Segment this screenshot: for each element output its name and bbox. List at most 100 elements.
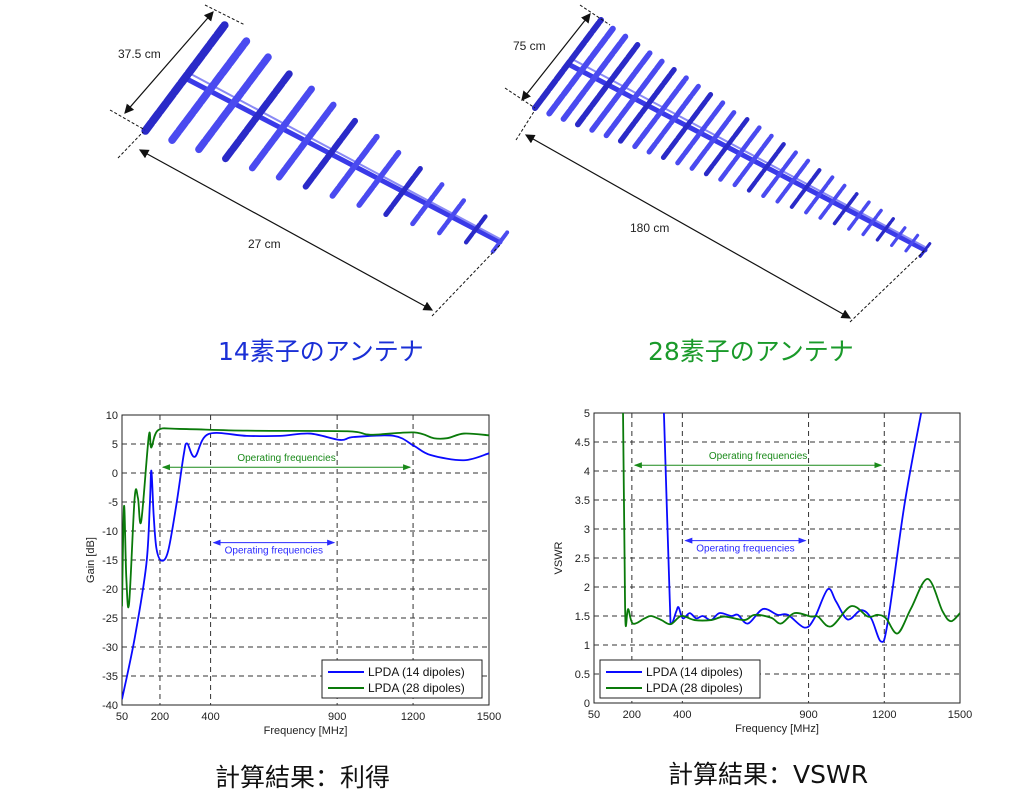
x-tick-label: 1200 (872, 709, 896, 721)
legend: LPDA (14 dipoles) LPDA (28 dipoles) (599, 659, 761, 699)
x-tick-label: 900 (328, 711, 346, 723)
dipole-element (560, 33, 629, 122)
y-tick-label: -30 (102, 642, 118, 654)
y-tick-label: -25 (102, 613, 118, 625)
y-tick-label: 2 (584, 582, 590, 594)
operating-frequencies-label: Operating frequencies (225, 546, 323, 557)
operating-frequencies-label: Operating frequencies (237, 453, 335, 464)
dimension-length-left: 27 cm (117, 131, 501, 317)
caption-gain-result: 計算結果：利得 (215, 763, 391, 792)
length-label-right: 180 cm (630, 221, 669, 235)
y-tick-label: 0 (112, 468, 118, 480)
x-tick-label: 900 (799, 709, 817, 721)
series-group (122, 427, 489, 700)
vswr-chart: 50 200 400 900 1200 1500 0 0.5 1 1.5 2 2.5 3 3.5 4 4.5 5… (553, 408, 972, 735)
series-line-14-dipoles (122, 432, 489, 700)
gain-chart: 50 200 400 900 1200 1500 -40 -35 -30 -25 -20 -15 -10… (85, 410, 501, 737)
dipole-element (761, 150, 798, 199)
dipole-element (603, 58, 665, 139)
dipole-element (746, 142, 786, 193)
dimension-width-right: 75 cm (504, 4, 611, 109)
caption-14-elements: 14素子のアンテナ (218, 337, 424, 366)
x-tick-label: 400 (673, 709, 691, 721)
dipole-element (532, 17, 604, 111)
x-tick-label: 200 (623, 709, 641, 721)
dipole-element (875, 217, 895, 242)
dipole-element (703, 117, 750, 177)
y-tick-label: -5 (108, 497, 118, 509)
y-tick-label: -10 (102, 526, 118, 538)
y-axis-label: Gain [dB] (85, 537, 97, 583)
dipole-element (410, 182, 445, 227)
y-tick-label: 2.5 (575, 553, 590, 565)
x-tick-label: 1500 (948, 709, 972, 721)
antenna-28-elements (532, 17, 932, 258)
series-line-28-dipoles (622, 413, 960, 635)
x-axis-label: Frequency [MHz] (735, 723, 819, 735)
x-tick-label: 1200 (401, 711, 425, 723)
y-tick-label: 1 (584, 640, 590, 652)
x-tick-label: 200 (151, 711, 169, 723)
dimension-width-left: 37.5 cm (109, 4, 246, 131)
y-tick-label: 1.5 (575, 611, 590, 623)
dipole-element (861, 208, 883, 237)
y-tick-label: 5 (584, 408, 590, 420)
y-tick-label: 4.5 (575, 437, 590, 449)
dipole-element (904, 233, 920, 253)
length-label-left: 27 cm (248, 237, 281, 251)
y-tick-label: -35 (102, 671, 118, 683)
dipole-element (574, 42, 641, 128)
dipole-element (689, 108, 738, 171)
y-axis-label: VSWR (553, 541, 565, 574)
legend-box (321, 659, 483, 699)
y-tick-label: 3 (584, 524, 590, 536)
dipole-element (617, 67, 677, 144)
y-tick-label: 10 (106, 410, 118, 422)
dipole-element (195, 53, 272, 154)
series-line-28-dipoles (122, 427, 489, 609)
dipole-element (248, 85, 315, 172)
legend-entry: LPDA (28 dipoles) (646, 681, 743, 695)
dipole-element (275, 101, 337, 181)
y-tick-label: -40 (102, 700, 118, 712)
x-tick-label: 400 (201, 711, 219, 723)
dipole-element (890, 225, 908, 248)
dipole-element (463, 214, 488, 245)
dimension-length-right: 180 cm (515, 109, 926, 323)
x-tick-label: 1500 (477, 711, 501, 723)
y-tick-label: -20 (102, 584, 118, 596)
dipole-element (546, 25, 617, 117)
operating-frequencies-label: Operating frequencies (696, 544, 794, 555)
legend: LPDA (14 dipoles) LPDA (28 dipoles) (321, 659, 483, 699)
x-tick-label: 50 (588, 709, 600, 721)
dipole-element (718, 125, 762, 182)
y-tick-label: 4 (584, 466, 590, 478)
legend-entry: LPDA (14 dipoles) (368, 665, 465, 679)
dipole-element (168, 37, 251, 144)
x-tick-label: 50 (116, 711, 128, 723)
caption-vswr-result: 計算結果：VSWR (668, 760, 869, 789)
dipole-element (918, 242, 932, 258)
dipole-element (141, 21, 229, 135)
width-label-left: 37.5 cm (118, 47, 161, 61)
legend-entry: LPDA (14 dipoles) (646, 665, 743, 679)
y-tick-label: -15 (102, 555, 118, 567)
x-axis-label: Frequency [MHz] (264, 725, 348, 737)
legend-entry: LPDA (28 dipoles) (368, 681, 465, 695)
dipole-element (589, 50, 653, 133)
dipole-element (847, 200, 871, 231)
operating-frequencies-label: Operating frequencies (709, 451, 807, 462)
dipole-element (383, 166, 423, 218)
caption-28-elements: 28素子のアンテナ (648, 337, 854, 366)
antenna-14-elements (141, 21, 510, 254)
dipole-element (356, 149, 402, 208)
y-tick-label: 0.5 (575, 669, 590, 681)
dipole-element (222, 69, 294, 163)
legend-box (599, 659, 761, 699)
dipole-element (490, 230, 510, 254)
series-group (622, 413, 960, 643)
y-tick-label: 0 (584, 698, 590, 710)
dipole-element (437, 198, 467, 236)
dipole-element (732, 133, 774, 188)
